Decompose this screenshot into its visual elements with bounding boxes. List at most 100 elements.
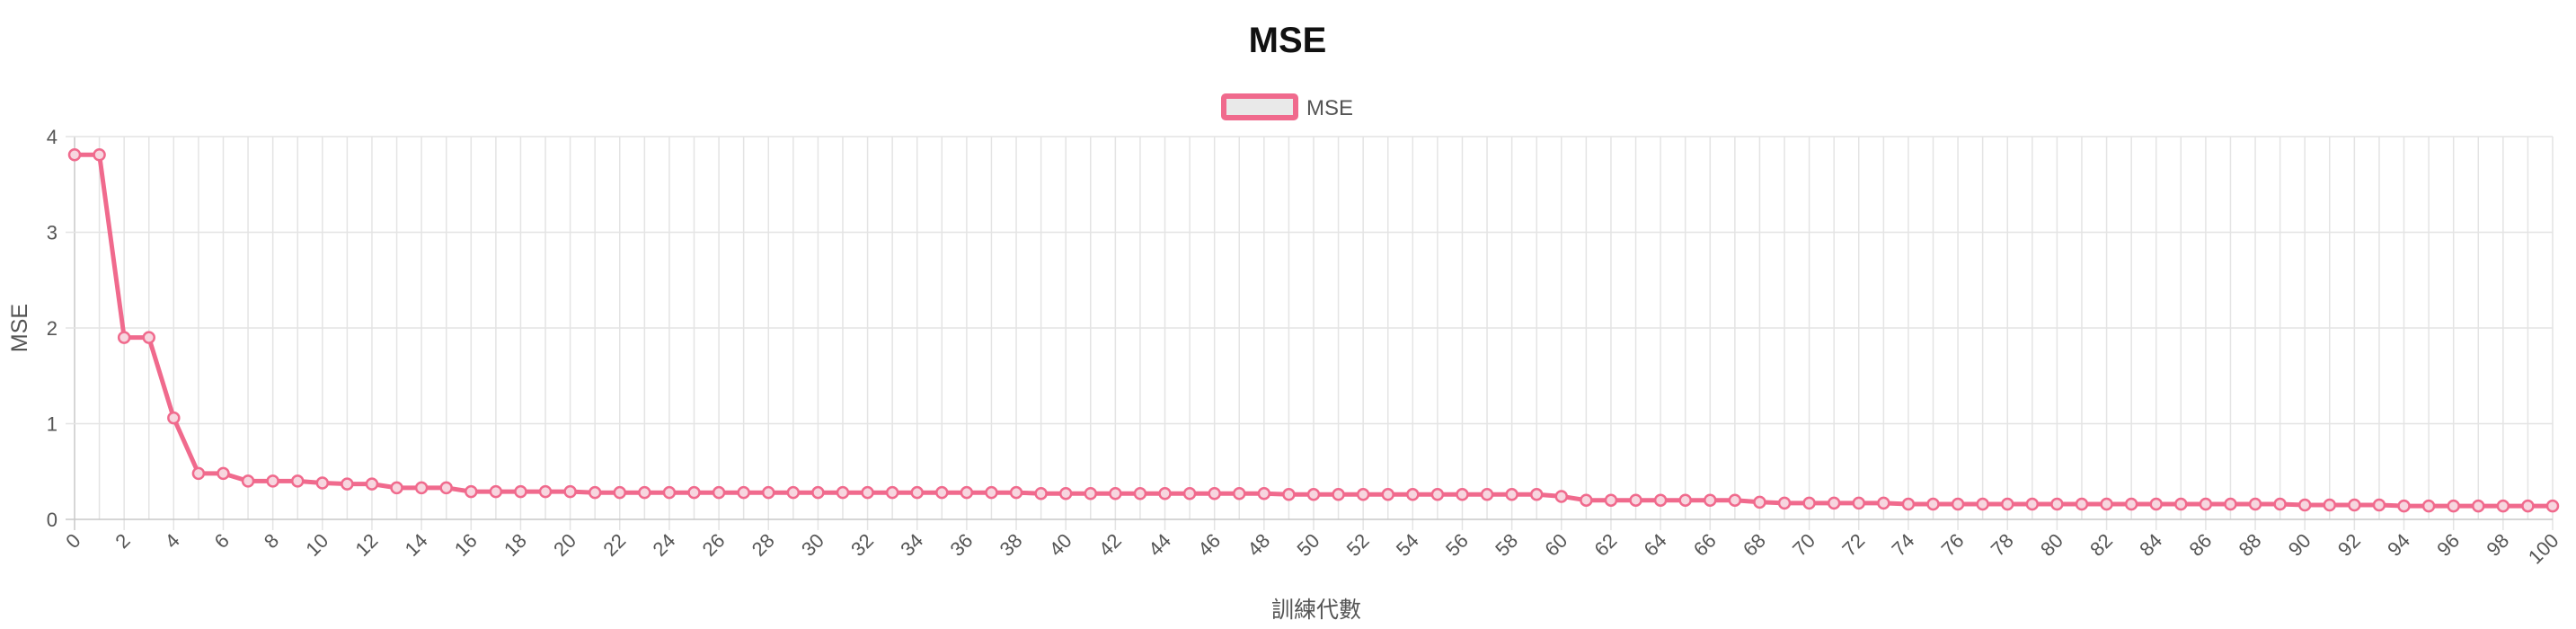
data-point[interactable]: [2421, 499, 2436, 513]
data-point[interactable]: [2472, 499, 2485, 513]
data-point[interactable]: [960, 485, 974, 500]
data-point[interactable]: [1926, 497, 1940, 511]
data-point[interactable]: [1951, 497, 1965, 511]
data-point[interactable]: [885, 485, 899, 500]
data-point[interactable]: [2348, 498, 2361, 512]
data-point[interactable]: [712, 485, 726, 500]
data-point[interactable]: [1058, 486, 1073, 501]
data-point[interactable]: [1133, 486, 1147, 501]
data-point[interactable]: [588, 485, 602, 500]
legend-swatch-mse[interactable]: [1221, 93, 1298, 120]
data-point[interactable]: [2124, 497, 2138, 511]
data-point[interactable]: [93, 147, 106, 162]
data-point[interactable]: [315, 476, 330, 490]
data-point[interactable]: [1901, 497, 1916, 511]
data-point[interactable]: [2496, 499, 2510, 513]
data-point[interactable]: [538, 484, 553, 499]
data-point[interactable]: [465, 484, 478, 499]
data-point[interactable]: [1182, 486, 1197, 501]
data-point[interactable]: [1257, 486, 1271, 501]
data-point[interactable]: [613, 485, 627, 500]
data-point[interactable]: [1430, 488, 1445, 501]
data-point[interactable]: [2050, 497, 2064, 511]
chart-legend[interactable]: MSE: [1221, 93, 1353, 120]
data-point[interactable]: [1604, 493, 1618, 507]
data-point[interactable]: [2297, 498, 2312, 512]
data-point[interactable]: [2545, 499, 2560, 513]
data-point[interactable]: [1084, 486, 1098, 501]
data-point[interactable]: [910, 485, 924, 500]
data-point[interactable]: [2000, 497, 2014, 511]
data-point[interactable]: [514, 484, 527, 499]
data-point[interactable]: [67, 147, 82, 162]
data-point[interactable]: [217, 466, 230, 481]
data-point[interactable]: [985, 485, 998, 500]
data-point[interactable]: [1406, 488, 1420, 501]
data-point[interactable]: [2075, 497, 2089, 511]
data-point[interactable]: [390, 481, 403, 495]
data-point[interactable]: [167, 411, 181, 425]
data-point[interactable]: [1306, 488, 1321, 501]
legend-label-mse[interactable]: MSE: [1306, 96, 1353, 120]
data-point[interactable]: [1381, 488, 1394, 501]
data-point[interactable]: [638, 485, 651, 500]
data-point[interactable]: [439, 481, 453, 495]
data-point[interactable]: [1034, 486, 1048, 501]
data-point[interactable]: [2174, 497, 2188, 511]
data-point[interactable]: [1480, 488, 1494, 501]
data-point[interactable]: [2100, 497, 2113, 511]
data-point[interactable]: [1158, 486, 1172, 501]
data-point[interactable]: [2323, 498, 2337, 512]
data-point[interactable]: [861, 485, 874, 500]
data-point[interactable]: [2372, 498, 2386, 512]
data-point[interactable]: [2521, 499, 2535, 513]
data-point[interactable]: [811, 485, 825, 500]
data-point[interactable]: [2248, 497, 2262, 511]
data-point[interactable]: [1456, 488, 1469, 501]
data-point[interactable]: [2397, 499, 2411, 513]
data-point[interactable]: [1802, 496, 1816, 510]
data-point[interactable]: [341, 477, 354, 491]
data-point[interactable]: [1678, 493, 1692, 507]
data-point[interactable]: [1109, 486, 1122, 501]
data-point[interactable]: [687, 485, 701, 500]
data-point[interactable]: [142, 331, 155, 344]
data-point[interactable]: [1505, 488, 1518, 501]
data-point[interactable]: [737, 485, 750, 500]
data-point[interactable]: [1653, 493, 1668, 507]
data-point[interactable]: [1629, 493, 1642, 507]
data-point[interactable]: [290, 474, 305, 488]
data-point[interactable]: [365, 477, 379, 491]
data-point[interactable]: [786, 485, 801, 500]
data-point[interactable]: [2224, 497, 2237, 511]
data-point[interactable]: [414, 481, 429, 495]
data-point[interactable]: [489, 484, 503, 499]
data-point[interactable]: [662, 485, 677, 500]
data-point[interactable]: [2273, 497, 2287, 511]
data-point[interactable]: [1877, 496, 1890, 510]
data-point[interactable]: [563, 484, 577, 499]
data-point[interactable]: [1332, 488, 1345, 501]
data-point[interactable]: [761, 485, 775, 500]
data-point[interactable]: [1009, 485, 1023, 500]
data-point[interactable]: [266, 474, 279, 488]
data-point[interactable]: [2149, 497, 2163, 511]
data-point[interactable]: [1777, 496, 1792, 510]
data-point[interactable]: [935, 485, 949, 500]
data-point[interactable]: [2199, 497, 2213, 511]
data-point[interactable]: [117, 331, 131, 344]
data-point[interactable]: [1529, 488, 1544, 501]
data-point[interactable]: [1580, 493, 1593, 507]
data-point[interactable]: [1554, 490, 1569, 503]
data-point[interactable]: [1753, 495, 1766, 509]
data-point[interactable]: [2447, 499, 2460, 513]
data-point[interactable]: [1208, 486, 1221, 501]
data-point[interactable]: [1728, 493, 1742, 507]
data-point[interactable]: [1827, 496, 1841, 510]
data-point[interactable]: [1282, 488, 1296, 501]
data-point[interactable]: [1852, 496, 1866, 510]
data-point[interactable]: [241, 474, 255, 488]
data-point[interactable]: [1356, 488, 1370, 501]
data-point[interactable]: [191, 466, 206, 481]
data-point[interactable]: [2025, 497, 2040, 511]
